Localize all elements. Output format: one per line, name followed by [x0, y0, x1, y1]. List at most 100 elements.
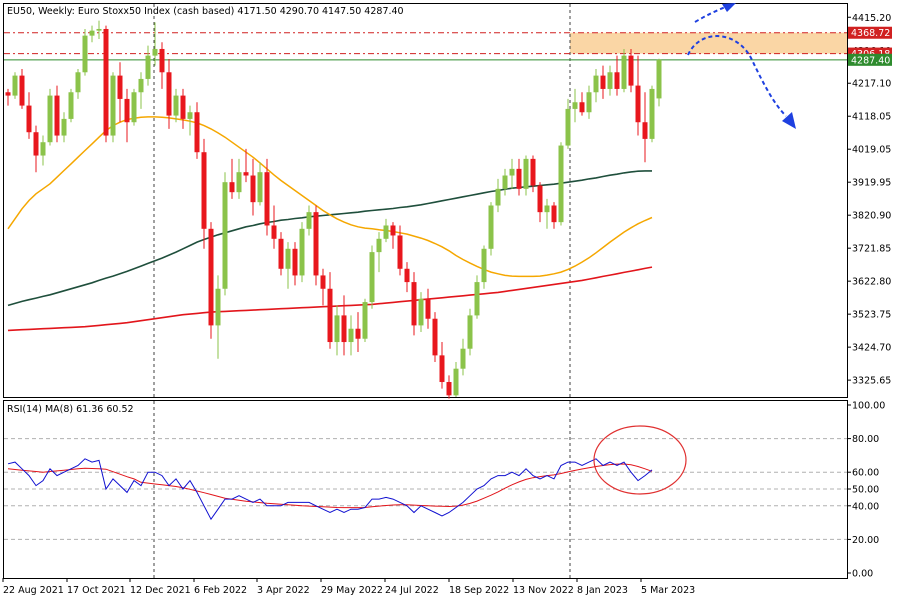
candle-body [243, 172, 249, 176]
candle-body [236, 172, 242, 193]
candle-body [523, 158, 529, 189]
price-tag-label: 4368.72 [851, 28, 890, 39]
candle-body [278, 238, 284, 269]
candle-body [460, 348, 466, 369]
candle-body [341, 315, 347, 343]
price-tick-label: 3325.65 [852, 376, 891, 387]
price-tag-label: 4287.40 [851, 55, 890, 66]
candle-body [467, 315, 473, 349]
price-tick-label: 3622.80 [852, 277, 891, 288]
rsi-axis: 100.00 80.00 60.00 50.00 40.00 20.00 0.00 [847, 401, 885, 580]
candle-body [124, 98, 130, 123]
bullish-arrowhead-icon [722, 3, 736, 12]
price-tick-label: 4019.05 [852, 145, 891, 156]
candle-body [313, 212, 319, 276]
candle-body [110, 75, 116, 136]
candle-body [75, 72, 81, 93]
candle-body [649, 88, 655, 139]
candle-body [306, 212, 312, 229]
candle-body [285, 248, 291, 269]
candle-body [61, 118, 67, 136]
candle-body [390, 225, 396, 236]
price-tick-label: 3919.95 [852, 178, 891, 189]
candle-body [516, 168, 522, 189]
price-tick-label: 4118.05 [852, 112, 891, 123]
candle-body [250, 175, 256, 203]
candle-body [551, 205, 557, 223]
rsi-line [7, 458, 653, 521]
rsi-tick-label: 80.00 [852, 434, 879, 445]
price-tags: 4368.724306.184287.40 [848, 26, 892, 66]
candle-body [33, 132, 39, 156]
candle-body [614, 72, 620, 89]
candle-body [537, 185, 543, 213]
rsi-lines [7, 458, 653, 521]
bearish-arrowhead-icon [782, 112, 796, 129]
candlesticks [5, 20, 662, 399]
level-lines [4, 32, 847, 61]
candle-body [68, 92, 74, 119]
price-tick-label: 3424.70 [852, 343, 891, 354]
zone-band [570, 32, 847, 54]
candle-body [54, 95, 60, 136]
candle-body [187, 112, 193, 119]
candle-body [593, 75, 599, 93]
candle-body [348, 328, 354, 343]
candle-body [607, 72, 613, 89]
candle-body [271, 225, 277, 239]
rsi-tick-label: 60.00 [852, 468, 879, 479]
candle-body [229, 182, 235, 193]
candle-body [40, 142, 46, 156]
candle-body [166, 72, 172, 116]
candle-body [201, 152, 207, 229]
candle-body [481, 248, 487, 283]
candle-body [131, 92, 137, 123]
candle-body [397, 235, 403, 269]
candle-body [208, 228, 214, 326]
candle-body [117, 75, 123, 99]
candle-body [565, 108, 571, 146]
annotations [593, 3, 796, 495]
rsi-tick-label: 100.00 [852, 401, 885, 412]
price-tick-label: 3820.90 [852, 211, 891, 222]
candle-body [488, 205, 494, 249]
candle-body [369, 252, 375, 303]
price-tick-label: 3721.85 [852, 244, 891, 255]
time-tick-label: 17 Oct 2021 [67, 585, 126, 596]
candle-body [642, 122, 648, 139]
time-tick-label: 5 Mar 2023 [641, 585, 695, 596]
rsi-ma-line [7, 463, 653, 509]
time-tick-label: 24 Jul 2022 [385, 585, 439, 596]
candle-body [47, 95, 53, 143]
rsi-title: RSI(14) MA(8) 61.36 60.52 [7, 404, 134, 415]
candle-body [152, 48, 158, 56]
candle-body [628, 55, 634, 86]
time-tick-label: 8 Jan 2023 [577, 585, 628, 596]
time-tick-label: 3 Apr 2022 [257, 585, 310, 596]
candle-body [530, 158, 536, 186]
candle-body [586, 92, 592, 113]
candle-body [411, 282, 417, 326]
bullish-projection-arrow [694, 5, 729, 23]
rsi-tick-label: 20.00 [852, 535, 879, 546]
candle-body [173, 95, 179, 116]
candle-body [194, 112, 200, 153]
candle-body [376, 238, 382, 253]
candle-body [509, 168, 515, 176]
price-tick-label: 3523.75 [852, 310, 891, 321]
time-tick-label: 12 Dec 2021 [130, 585, 191, 596]
price-tag-bg [848, 53, 892, 66]
candle-body [292, 248, 298, 276]
candle-body [82, 35, 88, 73]
candle-body [446, 382, 452, 396]
candle-body [474, 282, 480, 316]
rsi-levels [4, 438, 847, 540]
candle-body [453, 368, 459, 396]
candle-body [103, 28, 109, 136]
candle-body [5, 92, 11, 96]
candle-body [320, 275, 326, 289]
time-axis: 22 Aug 2021 17 Oct 2021 12 Dec 2021 6 Feb 2… [2, 578, 695, 596]
price-tick-label: 4217.10 [852, 79, 891, 90]
time-tick-label: 29 May 2022 [321, 585, 383, 596]
